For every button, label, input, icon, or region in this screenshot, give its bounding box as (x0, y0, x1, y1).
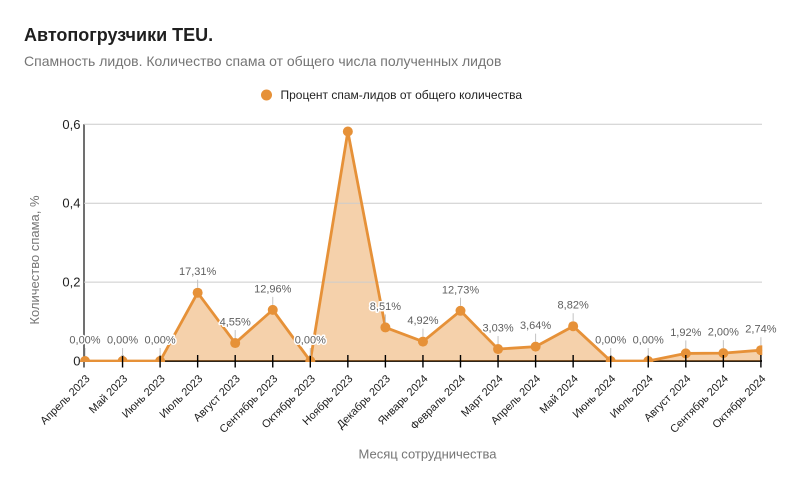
svg-text:3,03%: 3,03% (482, 323, 513, 335)
svg-text:12,96%: 12,96% (254, 283, 292, 295)
svg-text:3,64%: 3,64% (520, 320, 551, 332)
svg-text:0,00%: 0,00% (69, 335, 100, 347)
svg-text:Спамность лидов. Количество сп: Спамность лидов. Количество спама от общ… (24, 53, 501, 69)
svg-text:8,51%: 8,51% (370, 301, 401, 313)
svg-text:Месяц сотрудничества: Месяц сотрудничества (359, 447, 498, 462)
svg-text:1,92%: 1,92% (670, 327, 701, 339)
svg-text:0,4: 0,4 (62, 196, 80, 211)
svg-text:17,31%: 17,31% (179, 266, 217, 278)
svg-text:0,6: 0,6 (62, 117, 80, 132)
svg-text:0,00%: 0,00% (107, 335, 138, 347)
svg-text:0,00%: 0,00% (295, 335, 326, 347)
svg-text:0,00%: 0,00% (633, 335, 664, 347)
svg-text:0,2: 0,2 (62, 275, 80, 290)
svg-text:Автопогрузчики TEU.: Автопогрузчики TEU. (24, 25, 213, 45)
svg-text:2,74%: 2,74% (745, 324, 776, 336)
svg-text:2,00%: 2,00% (708, 327, 739, 339)
svg-text:0,00%: 0,00% (144, 335, 175, 347)
svg-text:12,73%: 12,73% (442, 284, 480, 296)
svg-text:0: 0 (73, 354, 80, 369)
svg-text:8,82%: 8,82% (558, 300, 589, 312)
svg-text:4,92%: 4,92% (407, 315, 438, 327)
svg-text:0,00%: 0,00% (595, 335, 626, 347)
svg-text:4,55%: 4,55% (220, 317, 251, 329)
svg-text:Процент спам-лидов от общего к: Процент спам-лидов от общего количества (281, 88, 523, 102)
svg-text:Количество спама, %: Количество спама, % (27, 195, 42, 325)
